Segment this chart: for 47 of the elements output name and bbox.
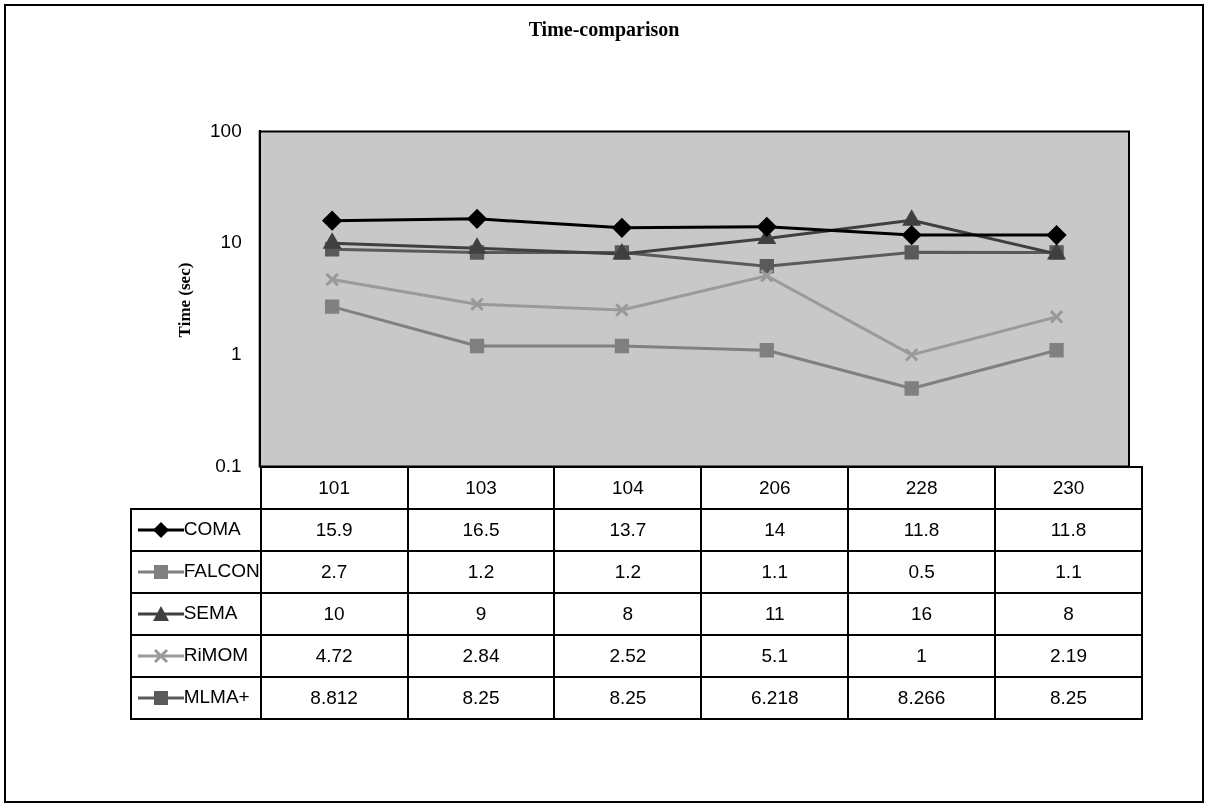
data-label: 11.8 xyxy=(995,508,1142,551)
data-label: 6.218 xyxy=(701,676,849,719)
x-tick-label: 104 xyxy=(554,466,702,509)
data-label: 1 xyxy=(848,634,996,677)
data-label: 1.1 xyxy=(701,550,849,593)
legend-label: RiMOM xyxy=(183,643,249,665)
chart-title: Time-comparison xyxy=(527,18,681,41)
data-label: 8 xyxy=(995,592,1142,635)
data-label: 2.84 xyxy=(407,634,555,677)
data-label: 5.1 xyxy=(701,634,849,677)
data-label: 0.5 xyxy=(848,550,996,593)
data-label: 2.7 xyxy=(260,550,408,593)
y-tick-label: 100 xyxy=(210,119,242,141)
legend-label: FALCON xyxy=(183,559,260,581)
x-tick-label: 206 xyxy=(701,466,849,509)
data-label: 9 xyxy=(407,592,555,635)
data-label: 11 xyxy=(701,592,849,635)
data-label: 14 xyxy=(701,508,849,551)
legend-label: MLMA+ xyxy=(183,685,250,707)
data-label: 16.5 xyxy=(407,508,555,551)
data-label: 2.19 xyxy=(995,634,1142,677)
y-axis-title: Time (sec) xyxy=(175,262,195,338)
data-label: 2.52 xyxy=(554,634,702,677)
data-label: 1.2 xyxy=(554,550,702,593)
data-label: 8.25 xyxy=(995,676,1142,719)
y-tick-label: 10 xyxy=(220,231,242,253)
data-label: 8.266 xyxy=(848,676,996,719)
data-label: 15.9 xyxy=(260,508,408,551)
data-label: 1.2 xyxy=(407,550,555,593)
data-label: 10 xyxy=(260,592,408,635)
data-label: 13.7 xyxy=(554,508,702,551)
data-label: 8 xyxy=(554,592,702,635)
data-label: 1.1 xyxy=(995,550,1142,593)
data-label: 8.25 xyxy=(407,676,555,719)
legend-label: SEMA xyxy=(183,601,238,623)
x-tick-label: 228 xyxy=(848,466,996,509)
data-label: 8.25 xyxy=(554,676,702,719)
y-tick-label: 1 xyxy=(231,343,242,365)
data-label: 11.8 xyxy=(848,508,996,551)
data-label: 4.72 xyxy=(260,634,408,677)
legend-label: COMA xyxy=(183,517,241,539)
data-label: 16 xyxy=(848,592,996,635)
x-tick-label: 230 xyxy=(995,466,1142,509)
y-tick-label: 0.1 xyxy=(215,454,242,476)
x-tick-label: 103 xyxy=(407,466,555,509)
data-label: 8.812 xyxy=(260,676,408,719)
x-tick-label: 101 xyxy=(260,466,408,509)
